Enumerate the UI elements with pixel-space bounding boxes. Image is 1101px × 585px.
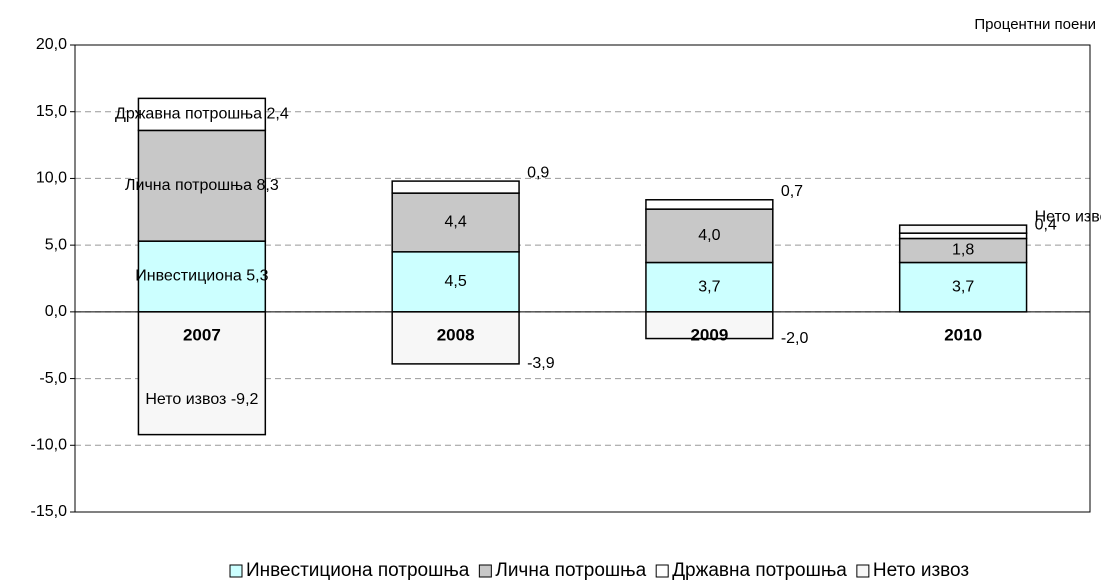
axis-label: Процентни поени <box>974 16 1096 33</box>
bar-segment <box>645 208 774 264</box>
bar-segment <box>645 311 774 340</box>
bar-segment <box>898 237 1028 264</box>
bar-segment <box>137 97 267 132</box>
bar-segment <box>898 224 1028 234</box>
y-tick-label: 15,0 <box>36 103 67 120</box>
data-label: Државна потрошња 2,4 <box>115 106 289 123</box>
bar-segment <box>137 311 267 436</box>
data-label: 4,0 <box>698 227 720 244</box>
bar-segment <box>898 261 1028 313</box>
data-label: Лична потрошња 8,3 <box>125 177 279 194</box>
legend-swatch <box>229 564 243 578</box>
data-label: -2,0 <box>781 330 809 347</box>
data-label: 3,7 <box>952 278 974 295</box>
bar-segment <box>391 311 520 365</box>
legend: Инвестициона потрошња Лична потрошња Држав… <box>229 560 969 581</box>
legend-swatch <box>478 564 492 578</box>
bar-segment <box>645 199 774 210</box>
data-label: 4,5 <box>445 273 467 290</box>
data-label: 3,7 <box>698 278 720 295</box>
y-tick-label: -5,0 <box>39 370 67 387</box>
data-label: -3,9 <box>527 355 555 372</box>
bar-segment <box>391 180 520 194</box>
data-label: Нето извоз 0.6 <box>1035 208 1101 225</box>
legend-label: Инвестициона потрошња <box>246 560 470 581</box>
y-tick-label: 10,0 <box>36 170 67 187</box>
legend-swatch <box>856 564 870 578</box>
y-tick-label: -10,0 <box>31 437 68 454</box>
bar-segment <box>137 129 267 242</box>
legend-label: Нето извоз <box>873 560 969 581</box>
bar-segment <box>898 232 1028 240</box>
y-tick-label: 20,0 <box>36 36 67 53</box>
category-label: 2009 <box>690 325 728 344</box>
category-label: 2010 <box>944 325 982 344</box>
data-label: Нето извоз -9,2 <box>145 391 258 408</box>
plot-area <box>74 44 1091 513</box>
data-label: 4,4 <box>445 214 467 231</box>
data-label: 1,8 <box>952 242 974 259</box>
data-label: 0,9 <box>527 164 549 181</box>
category-label: 2007 <box>183 325 221 344</box>
category-label: 2008 <box>437 325 475 344</box>
legend-label: Државна потрошња <box>672 560 847 581</box>
data-label: 0,7 <box>781 183 803 200</box>
data-label: Инвестициона 5,3 <box>135 268 268 285</box>
data-label: 0,4 <box>1035 216 1057 233</box>
legend-swatch <box>655 564 669 578</box>
legend-label: Лична потрошња <box>495 560 646 581</box>
y-tick-label: -15,0 <box>31 503 68 520</box>
y-tick-label: 5,0 <box>45 236 67 253</box>
y-tick-label: 0,0 <box>45 303 67 320</box>
